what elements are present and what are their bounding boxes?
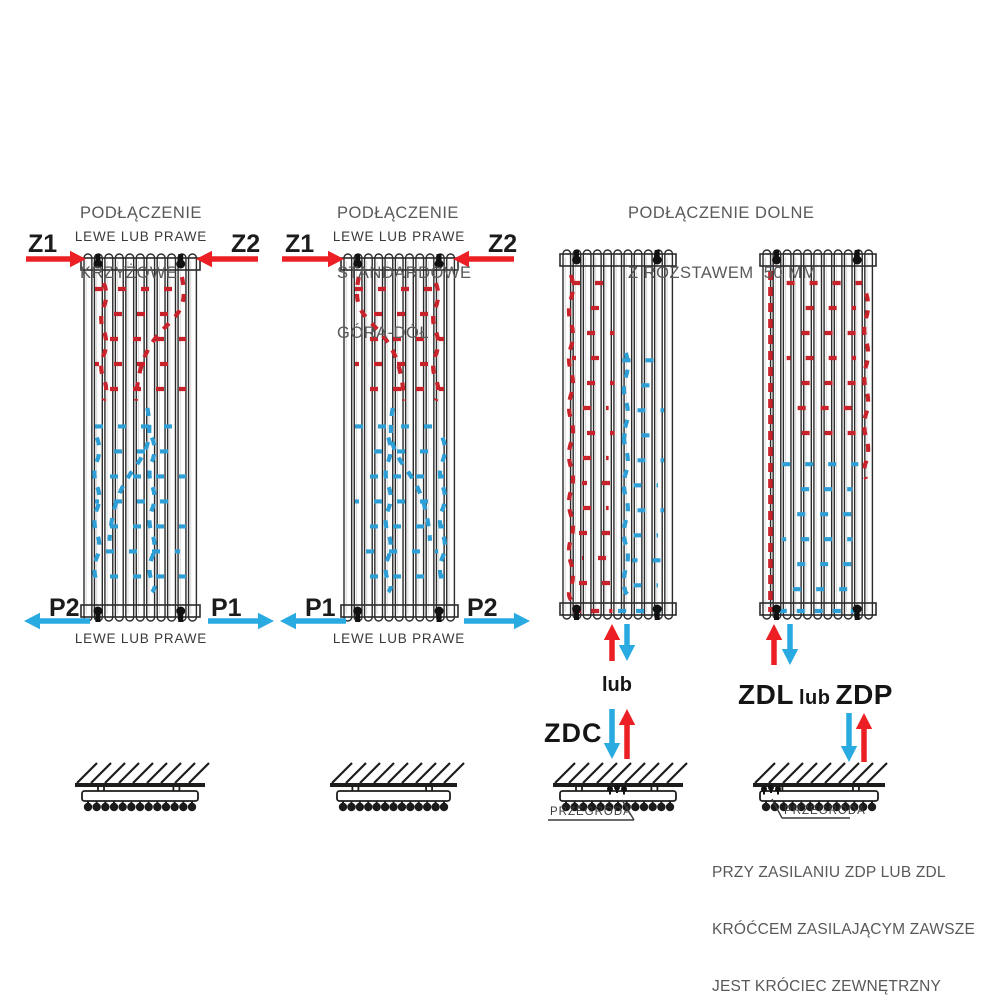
title-krzyzowe: PODŁĄCZENIE KRZYŻOWE (80, 163, 202, 323)
zdl-part: ZDL (738, 679, 794, 710)
rad4-bottom-supply-up-arrow (765, 624, 783, 665)
rad2-bottom-label: LEWE LUB PRAWE (332, 631, 466, 646)
cross-section-2 (330, 762, 465, 812)
note-text: PRZY ZASILANIU ZDP LUB ZDL KRÓĆCEM ZASIL… (712, 825, 975, 1000)
supply-arrow-z1-rad2 (282, 250, 344, 268)
radiator-4 (759, 249, 877, 620)
return-arrow-p2-rad1 (24, 612, 90, 630)
zdl-return-down-arrow (840, 713, 858, 762)
rad4-connection-label: ZDL lub ZDP (728, 679, 903, 711)
title-standardowe: PODŁĄCZENIE STANDARDOWE GÓRA-DÓŁ (337, 163, 471, 383)
rad4-bottom-return-down-arrow (781, 624, 799, 665)
title-line: PODŁĄCZENIE (80, 204, 202, 222)
rad2-supply-right-label: Z2 (488, 230, 518, 258)
rad1-return-left-label: P2 (49, 594, 80, 622)
zdc-return-down-arrow (603, 709, 621, 759)
radiator-1 (80, 253, 201, 622)
radiator-4-flow-pattern (768, 271, 871, 614)
return-arrow-p1-rad1 (208, 612, 274, 630)
title-dolne: PODŁĄCZENIE DOLNE Z ROZSTAWEM 50 MM (628, 163, 817, 323)
title-line: KRZYŻOWE (80, 264, 178, 282)
rad3-bottom-supply-up-arrow (603, 624, 621, 661)
title-line: PODŁĄCZENIE DOLNE (628, 204, 815, 222)
supply-arrow-z2-rad1 (196, 250, 258, 268)
zdl-supply-up-arrow (855, 713, 873, 762)
rad1-return-right-label: P1 (211, 594, 242, 622)
rad3-bottom-return-down-arrow (618, 624, 636, 661)
cross-section-4 (753, 762, 888, 819)
rad1-supply-right-label: Z2 (231, 230, 261, 258)
rad4-partition-label: PRZEGRODA (784, 805, 866, 817)
rad1-supply-left-label: Z1 (28, 230, 58, 258)
note-line: JEST KRÓCIEC ZEWNĘTRZNY (712, 978, 942, 995)
radiator-3 (559, 249, 677, 620)
zdp-part: ZDP (835, 679, 893, 710)
rad3-connection-label: ZDC (544, 718, 603, 748)
supply-arrow-z2-rad2 (453, 250, 514, 268)
title-line: STANDARDOWE (337, 264, 472, 282)
radiator-2-flow-pattern (354, 276, 448, 594)
note-line: PRZY ZASILANIU ZDP LUB ZDL (712, 864, 946, 881)
rad2-top-label: LEWE LUB PRAWE (332, 229, 466, 244)
supply-arrow-z1-rad1 (26, 250, 86, 268)
radiator-2 (340, 253, 459, 622)
zdc-supply-up-arrow (618, 709, 636, 759)
rad1-bottom-label: LEWE LUB PRAWE (74, 631, 208, 646)
return-arrow-p2-rad2 (464, 612, 530, 630)
title-line: Z ROZSTAWEM 50 MM (628, 264, 817, 282)
title-line: PODŁĄCZENIE (337, 204, 459, 222)
cross-section-3 (548, 762, 688, 821)
radiator-1-flow-pattern (92, 276, 186, 594)
return-arrow-p1-rad2 (280, 612, 346, 630)
rad1-top-label: LEWE LUB PRAWE (74, 229, 208, 244)
lub-part: lub (798, 687, 831, 709)
rad2-return-left-label: P1 (305, 594, 336, 622)
rad3-or-label: lub (602, 674, 632, 696)
rad2-supply-left-label: Z1 (285, 230, 315, 258)
note-line: KRÓĆCEM ZASILAJĄCYM ZAWSZE (712, 921, 975, 938)
rad3-partition-label: PRZEGRODA (550, 806, 632, 818)
title-line: GÓRA-DÓŁ (337, 324, 430, 342)
cross-section-1 (75, 762, 210, 812)
rad2-return-right-label: P2 (467, 594, 498, 622)
